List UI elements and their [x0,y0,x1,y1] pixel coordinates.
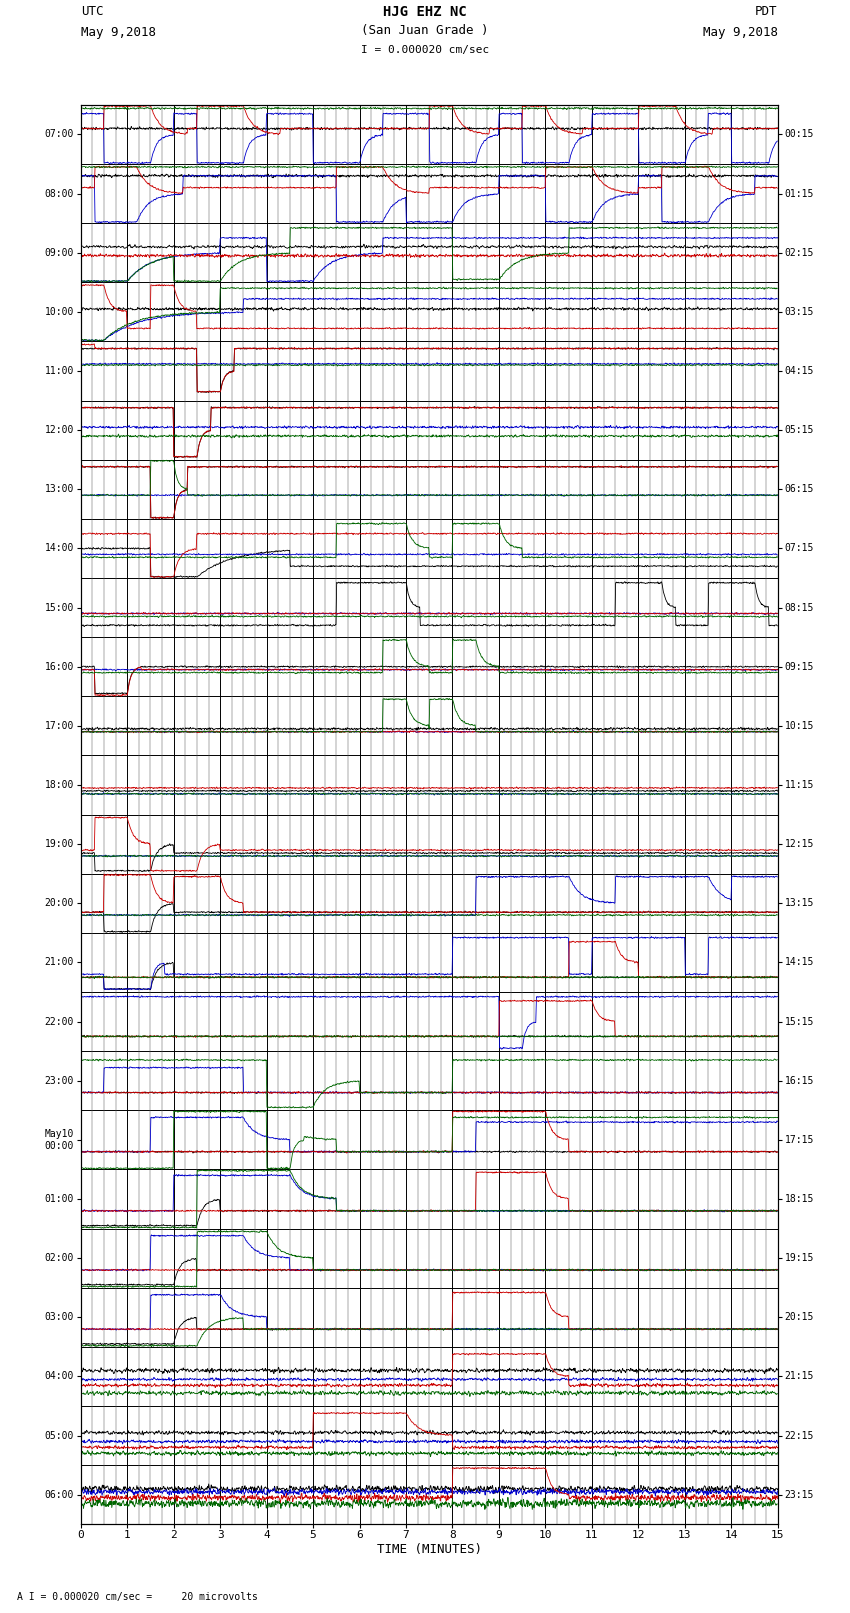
Text: UTC: UTC [81,5,103,18]
X-axis label: TIME (MINUTES): TIME (MINUTES) [377,1542,482,1555]
Text: May 9,2018: May 9,2018 [81,26,156,39]
Text: A I = 0.000020 cm/sec =     20 microvolts: A I = 0.000020 cm/sec = 20 microvolts [17,1592,258,1602]
Text: May 9,2018: May 9,2018 [703,26,778,39]
Text: PDT: PDT [756,5,778,18]
Text: I = 0.000020 cm/sec: I = 0.000020 cm/sec [361,45,489,55]
Text: (San Juan Grade ): (San Juan Grade ) [361,24,489,37]
Text: HJG EHZ NC: HJG EHZ NC [383,5,467,19]
